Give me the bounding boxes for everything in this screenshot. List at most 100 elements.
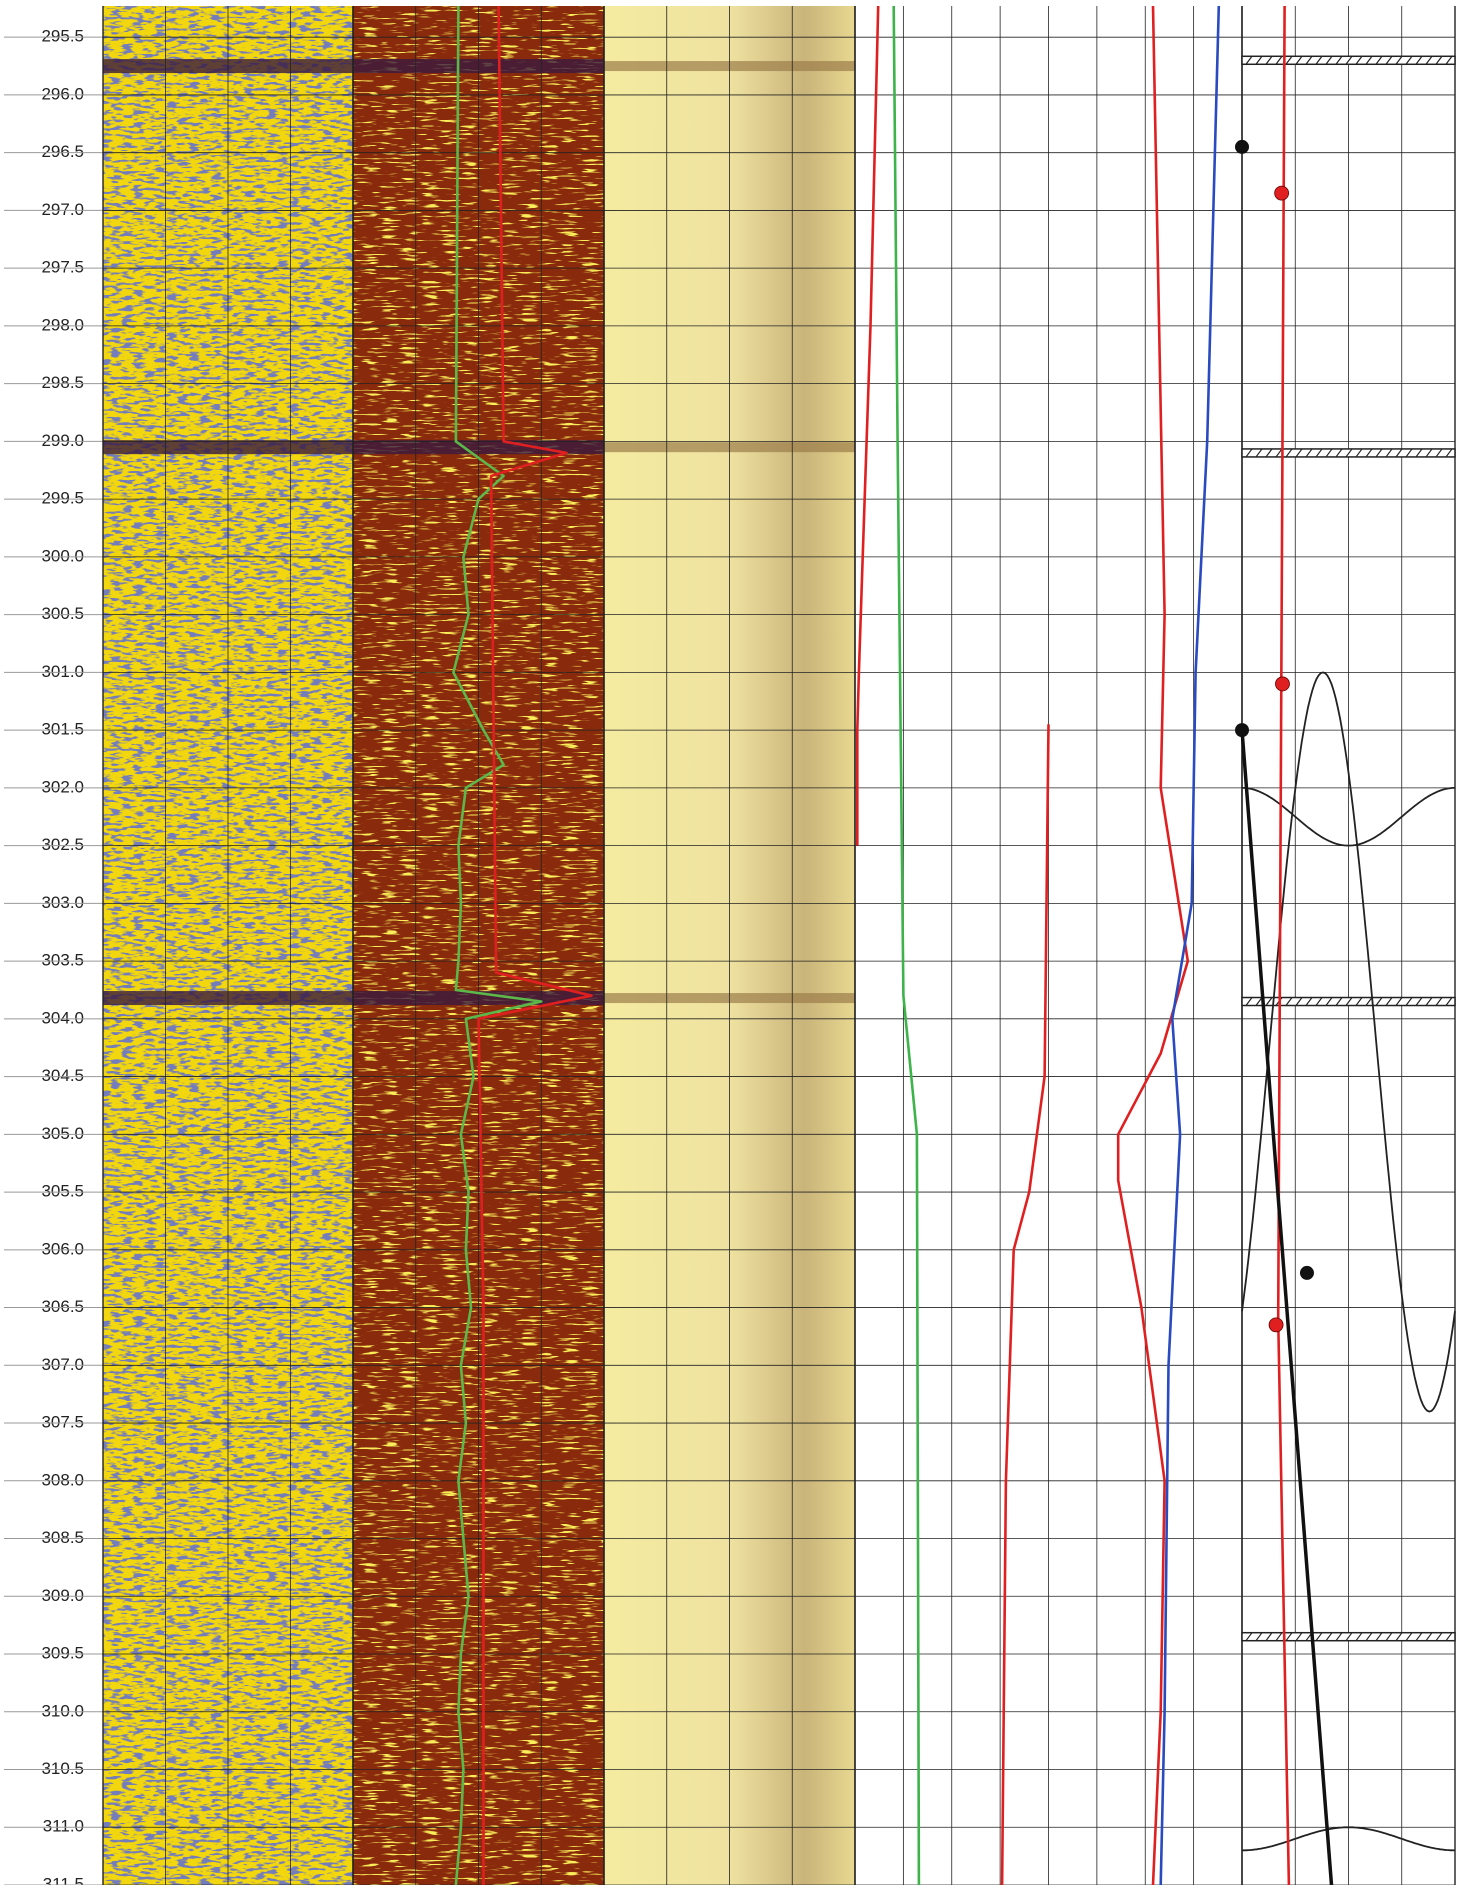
hatch [1395,1632,1403,1642]
y-tick-label: 296.5 [41,142,84,161]
dip-point [1299,1265,1314,1280]
hatch [1315,448,1323,458]
hatch [1415,55,1423,65]
hatch [1425,55,1433,65]
y-tick-label: 301.0 [41,662,84,681]
hatch [1385,55,1393,65]
hatch [1365,997,1373,1006]
hatch [1305,997,1313,1006]
y-tick-label: 300.5 [41,604,84,623]
hatch [1245,55,1253,65]
hatch [1315,1632,1323,1642]
hatch [1275,55,1283,65]
log-curve [1000,724,1050,1886]
hatch [1365,55,1373,65]
hatch [1335,997,1343,1006]
hatch [1425,997,1433,1006]
hatch [1265,997,1273,1006]
hatch [1395,55,1403,65]
hatch [1255,55,1263,65]
hatch [1405,997,1413,1006]
log-curve [856,5,880,846]
dip-point [1275,676,1290,692]
y-tick-label: 299.5 [41,489,84,508]
hatch [1325,1632,1333,1642]
hatch [1275,1632,1283,1642]
y-tick-label: 302.5 [41,835,84,854]
y-tick-label: 308.0 [41,1470,84,1489]
hatch [1435,1632,1443,1642]
y-tick-label: 295.5 [41,27,84,46]
hatch [1325,448,1333,458]
hatch [1335,448,1343,458]
hatch [1365,448,1373,458]
hatch [1325,997,1333,1006]
y-tick-label: 305.5 [41,1182,84,1201]
log-curve [477,5,593,1885]
dip-point [1274,185,1290,201]
hatch [1385,997,1393,1006]
y-tick-label: 297.5 [41,258,84,277]
y-tick-label: 299.0 [41,431,84,450]
log-curve [1276,5,1291,1886]
hatch [1385,448,1393,458]
hatch [1265,1632,1273,1642]
dip-point [1235,139,1249,154]
hatch [1355,997,1363,1006]
y-tick-label: 303.5 [41,951,84,970]
hatch [1285,55,1293,65]
hatch [1335,1632,1343,1642]
hatch [1265,448,1273,458]
log-curve [1116,5,1190,1886]
hatch [1435,448,1443,458]
y-tick-label: 298.5 [41,373,84,392]
log-curve [1159,5,1221,1886]
hatch [1425,1632,1433,1642]
y-tick-label: 304.5 [41,1066,84,1085]
hatch [1425,448,1433,458]
y-tick-label: 297.0 [41,200,84,219]
hatch [1405,448,1413,458]
y-tick-label: 306.5 [41,1297,84,1316]
hatch [1275,448,1283,458]
dip-sinusoid [1242,787,1455,847]
hatch [1345,997,1353,1006]
hatch [1375,448,1383,458]
hatch [1285,997,1293,1006]
hatch [1435,997,1443,1006]
y-tick-label: 306.0 [41,1239,84,1258]
y-tick-label: 310.0 [41,1701,84,1720]
hatch [1245,448,1253,458]
hatch [1385,1632,1393,1642]
hatch [1415,448,1423,458]
hatch [1345,55,1353,65]
hatch [1375,1632,1383,1642]
y-tick-label: 310.5 [41,1759,84,1778]
hatch [1375,55,1383,65]
hatch [1355,1632,1363,1642]
y-tick-label: 303.0 [41,893,84,912]
hatch [1445,1632,1453,1642]
hatch [1355,55,1363,65]
y-tick-label: 308.5 [41,1528,84,1547]
y-tick-label: 309.0 [41,1586,84,1605]
hatch [1295,55,1303,65]
hatch [1345,1632,1353,1642]
hatch [1255,1632,1263,1642]
hatch [1415,1632,1423,1642]
dip-sinusoid [1241,1826,1456,1852]
hatch [1395,997,1403,1006]
hatch [1445,448,1453,458]
y-tick-label: 300.0 [41,546,84,565]
log-curve [892,5,921,1886]
y-tick-label: 307.5 [41,1413,84,1432]
y-tick-label: 309.5 [41,1644,84,1663]
hatch [1415,997,1423,1006]
hatch [1265,55,1273,65]
hatch [1295,1632,1303,1642]
y-tick-label: 311.0 [43,1817,84,1836]
hatch [1295,997,1303,1006]
log-curve [452,5,543,1886]
log-curve [1240,729,1334,1886]
